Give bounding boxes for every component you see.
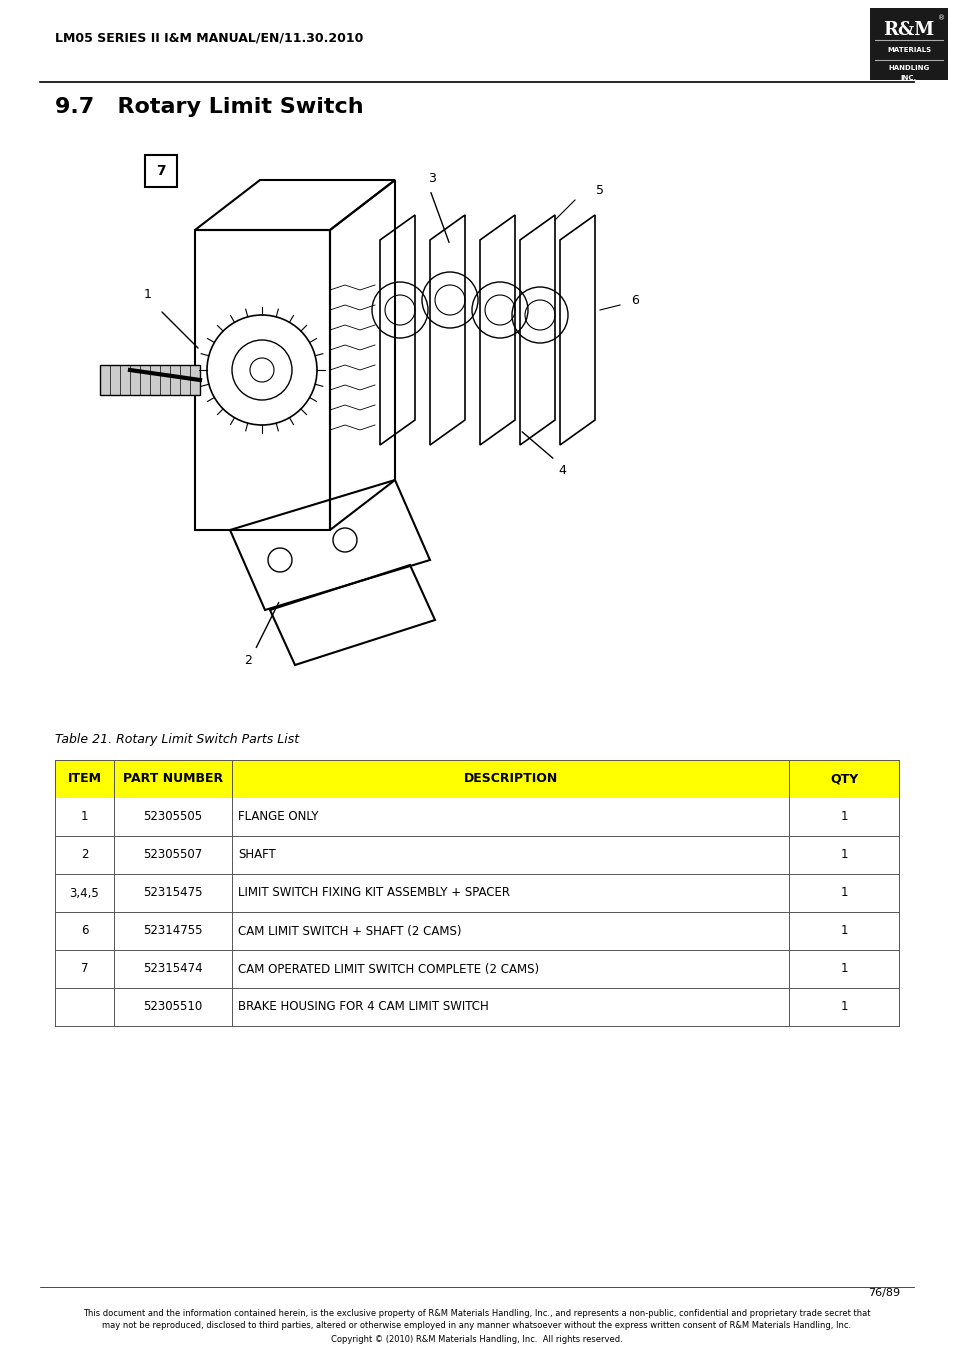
Text: R&M: R&M (882, 22, 934, 39)
Text: 76/89: 76/89 (867, 1288, 899, 1298)
Text: 5: 5 (596, 184, 603, 196)
Bar (55, 761, 898, 798)
Text: LIMIT SWITCH FIXING KIT ASSEMBLY + SPACER: LIMIT SWITCH FIXING KIT ASSEMBLY + SPACE… (238, 886, 510, 900)
Bar (55, 874, 898, 912)
Bar (869, 8, 947, 80)
Bar (55, 988, 898, 1025)
Text: may not be reproduced, disclosed to third parties, altered or otherwise employed: may not be reproduced, disclosed to thir… (102, 1321, 851, 1331)
Text: 52305510: 52305510 (143, 1001, 203, 1013)
Text: 3,4,5: 3,4,5 (70, 886, 99, 900)
Text: BRAKE HOUSING FOR 4 CAM LIMIT SWITCH: BRAKE HOUSING FOR 4 CAM LIMIT SWITCH (238, 1001, 489, 1013)
Text: This document and the information contained herein, is the exclusive property of: This document and the information contai… (83, 1309, 870, 1317)
Text: 7: 7 (81, 962, 89, 975)
Text: 3: 3 (428, 172, 436, 185)
Text: 9.7   Rotary Limit Switch: 9.7 Rotary Limit Switch (55, 97, 363, 118)
Text: 1: 1 (144, 289, 152, 301)
Bar (100, 365, 200, 394)
Text: 6: 6 (630, 293, 639, 307)
Text: 1: 1 (840, 1001, 847, 1013)
Text: MATERIALS: MATERIALS (886, 47, 930, 53)
Text: 1: 1 (840, 811, 847, 824)
Text: INC.: INC. (900, 76, 916, 81)
Text: 52305507: 52305507 (143, 848, 203, 862)
Text: PART NUMBER: PART NUMBER (123, 773, 223, 785)
Bar (145, 155, 177, 186)
Text: HANDLING: HANDLING (887, 65, 928, 72)
Text: 1: 1 (840, 962, 847, 975)
Text: 1: 1 (81, 811, 89, 824)
Text: FLANGE ONLY: FLANGE ONLY (238, 811, 318, 824)
Text: 52315475: 52315475 (143, 886, 203, 900)
Text: 52315474: 52315474 (143, 962, 203, 975)
Text: 2: 2 (81, 848, 89, 862)
Text: 52314755: 52314755 (143, 924, 203, 938)
Text: SHAFT: SHAFT (238, 848, 275, 862)
Bar (55, 836, 898, 874)
Text: CAM LIMIT SWITCH + SHAFT (2 CAMS): CAM LIMIT SWITCH + SHAFT (2 CAMS) (238, 924, 461, 938)
Text: 2: 2 (244, 654, 252, 666)
Text: 1: 1 (840, 924, 847, 938)
Text: 4: 4 (558, 463, 565, 477)
Text: 52305505: 52305505 (144, 811, 202, 824)
Text: 6: 6 (81, 924, 89, 938)
Text: 1: 1 (840, 848, 847, 862)
Text: ITEM: ITEM (68, 773, 101, 785)
Text: CAM OPERATED LIMIT SWITCH COMPLETE (2 CAMS): CAM OPERATED LIMIT SWITCH COMPLETE (2 CA… (238, 962, 538, 975)
Text: Table 21. Rotary Limit Switch Parts List: Table 21. Rotary Limit Switch Parts List (55, 734, 299, 747)
Bar (55, 798, 898, 836)
Text: 7: 7 (156, 163, 166, 178)
Text: DESCRIPTION: DESCRIPTION (463, 773, 558, 785)
Bar (55, 912, 898, 950)
Text: Copyright © (2010) R&M Materials Handling, Inc.  All rights reserved.: Copyright © (2010) R&M Materials Handlin… (331, 1335, 622, 1343)
Text: LM05 SERIES II I&M MANUAL/EN/11.30.2010: LM05 SERIES II I&M MANUAL/EN/11.30.2010 (55, 31, 363, 45)
Text: 1: 1 (840, 886, 847, 900)
Text: ®: ® (938, 15, 944, 22)
Bar (55, 950, 898, 988)
Text: QTY: QTY (829, 773, 858, 785)
